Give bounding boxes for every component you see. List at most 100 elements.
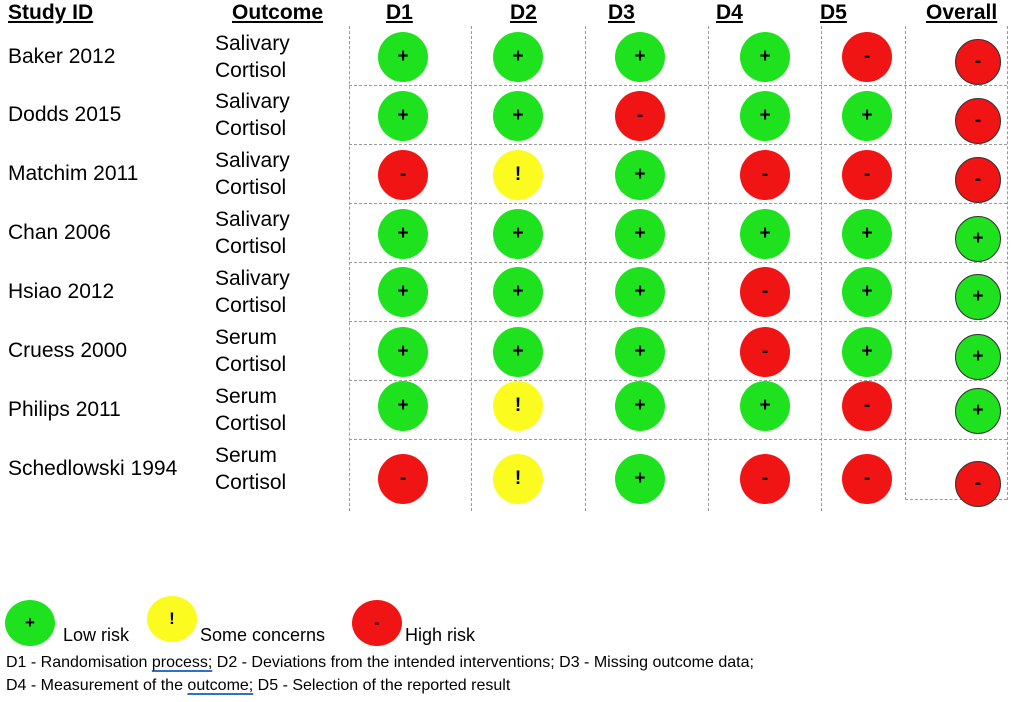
header-d1: D1 — [386, 1, 413, 24]
overall-high-risk-icon: - — [955, 157, 1001, 203]
study-outcome: Serum Cortisol — [215, 383, 286, 437]
outcome-line-2: Cortisol — [215, 353, 287, 376]
d2-some-concerns-icon: ! — [493, 454, 543, 504]
d2-low-risk-icon: + — [493, 267, 543, 317]
d3-low-risk-icon: + — [615, 209, 665, 259]
d2-some-concerns-icon: ! — [493, 150, 543, 200]
legend-high-risk-label: High risk — [405, 625, 476, 645]
study-outcome: Salivary Cortisol — [215, 88, 290, 142]
domain-note-line-2: D4 - Measurement of the outcome; D5 - Se… — [6, 677, 510, 695]
column-divider — [471, 26, 472, 511]
column-divider — [905, 26, 906, 500]
d5-low-risk-icon: + — [842, 267, 892, 317]
outcome-line-2: Cortisol — [215, 412, 287, 435]
study-id: Cruess 2000 — [8, 339, 128, 362]
study-id: Matchim 2011 — [8, 162, 139, 185]
d1-low-risk-icon: + — [378, 209, 428, 259]
d3-low-risk-icon: + — [615, 267, 665, 317]
note-d5: D5 - Selection of the reported result — [253, 677, 511, 694]
row-divider — [349, 262, 1007, 263]
d4-high-risk-icon: - — [740, 327, 790, 377]
d5-low-risk-icon: + — [842, 209, 892, 259]
d2-low-risk-icon: + — [493, 327, 543, 377]
header-d4: D4 — [716, 1, 743, 24]
note-d2-d3: D2 - Deviations from the intended interv… — [212, 654, 754, 671]
d3-low-risk-icon: + — [615, 327, 665, 377]
d4-high-risk-icon: - — [740, 267, 790, 317]
study-id: Chan 2006 — [8, 221, 111, 244]
legend-some-concerns-label: Some concerns — [200, 625, 326, 645]
d2-low-risk-icon: + — [493, 91, 543, 141]
d3-low-risk-icon: + — [615, 32, 665, 82]
row-divider — [349, 439, 1007, 440]
outcome-line-2: Cortisol — [215, 294, 287, 317]
row-divider — [349, 144, 1007, 145]
note-d1-process: process; — [151, 654, 213, 671]
legend-low-risk-icon: + — [5, 600, 55, 646]
outcome-line-2: Cortisol — [215, 59, 287, 82]
overall-high-risk-icon: - — [955, 39, 1001, 85]
row-divider — [349, 85, 1007, 86]
d1-low-risk-icon: + — [378, 267, 428, 317]
column-divider — [821, 26, 822, 511]
d4-low-risk-icon: + — [740, 381, 790, 431]
header-d2: D2 — [510, 1, 537, 24]
d4-high-risk-icon: - — [740, 150, 790, 200]
outcome-line-2: Cortisol — [215, 176, 287, 199]
outcome-line-1: Salivary — [215, 90, 290, 113]
d5-low-risk-icon: + — [842, 327, 892, 377]
d4-low-risk-icon: + — [740, 91, 790, 141]
d1-low-risk-icon: + — [378, 381, 428, 431]
d1-low-risk-icon: + — [378, 32, 428, 82]
d5-high-risk-icon: - — [842, 32, 892, 82]
d4-high-risk-icon: - — [740, 454, 790, 504]
study-id: Dodds 2015 — [8, 103, 122, 126]
header-study-id: Study ID — [8, 1, 94, 24]
d1-high-risk-icon: - — [378, 454, 428, 504]
overall-low-risk-icon: + — [955, 334, 1001, 380]
note-d4-outcome: outcome; — [187, 677, 254, 694]
note-d4-prefix: D4 - Measurement of the — [6, 677, 188, 694]
outcome-line-2: Cortisol — [215, 471, 287, 494]
outcome-line-2: Cortisol — [215, 117, 287, 140]
overall-low-risk-icon: + — [955, 388, 1001, 434]
study-id: Schedlowski 1994 — [8, 457, 178, 480]
study-outcome: Salivary Cortisol — [215, 30, 290, 84]
study-outcome: Serum Cortisol — [215, 442, 286, 496]
d1-low-risk-icon: + — [378, 91, 428, 141]
outcome-line-1: Salivary — [215, 32, 290, 55]
overall-low-risk-icon: + — [955, 274, 1001, 320]
outcome-line-1: Serum — [215, 385, 277, 408]
note-d1-prefix: D1 - Randomisation — [6, 654, 152, 671]
outcome-line-1: Salivary — [215, 149, 290, 172]
legend-low-risk-label: Low risk — [63, 625, 130, 645]
study-outcome: Serum Cortisol — [215, 324, 286, 378]
d1-low-risk-icon: + — [378, 327, 428, 377]
overall-high-risk-icon: - — [955, 98, 1001, 144]
header-d5: D5 — [820, 1, 847, 24]
outcome-line-1: Salivary — [215, 208, 290, 231]
outcome-line-2: Cortisol — [215, 235, 287, 258]
outcome-line-1: Serum — [215, 326, 277, 349]
d3-low-risk-icon: + — [615, 150, 665, 200]
d3-high-risk-icon: - — [615, 91, 665, 141]
d5-low-risk-icon: + — [842, 91, 892, 141]
legend-high-risk-icon: - — [352, 600, 402, 646]
d4-low-risk-icon: + — [740, 209, 790, 259]
d4-low-risk-icon: + — [740, 32, 790, 82]
row-divider — [349, 203, 1007, 204]
column-divider — [585, 26, 586, 511]
column-divider — [708, 26, 709, 511]
study-outcome: Salivary Cortisol — [215, 147, 290, 201]
header-overall: Overall — [926, 1, 998, 24]
d2-some-concerns-icon: ! — [493, 381, 543, 431]
overall-high-risk-icon: - — [955, 461, 1001, 507]
d3-low-risk-icon: + — [615, 454, 665, 504]
row-divider — [349, 321, 1007, 322]
header-d3: D3 — [608, 1, 635, 24]
domain-note-line-1: D1 - Randomisation process; D2 - Deviati… — [6, 654, 754, 672]
study-id: Philips 2011 — [8, 398, 121, 421]
outcome-line-1: Serum — [215, 444, 277, 467]
study-outcome: Salivary Cortisol — [215, 265, 290, 319]
d5-high-risk-icon: - — [842, 381, 892, 431]
